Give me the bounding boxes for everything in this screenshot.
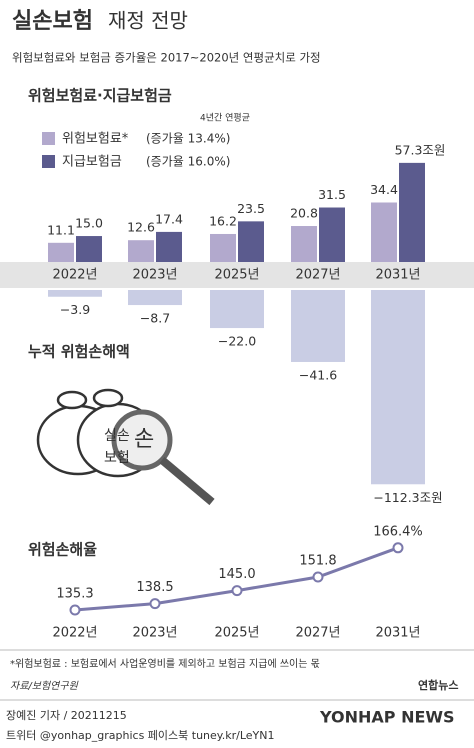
x-tick-label: 2022년 xyxy=(52,626,97,641)
value-label: 34.4 xyxy=(370,182,398,197)
section-title: 위험보험료·지급보험금 xyxy=(28,87,172,105)
money-bags: 실손 보험 손 xyxy=(36,388,215,506)
x-tick-label: 2022년 xyxy=(52,268,97,283)
point xyxy=(392,542,404,554)
bar xyxy=(371,202,397,262)
value-label: −41.6 xyxy=(299,367,337,382)
loss-bar xyxy=(128,290,182,306)
legend-label: 지급보험금 xyxy=(62,155,122,170)
point xyxy=(231,585,243,597)
value-label: 17.4 xyxy=(155,211,183,226)
footnote: *위험보험료 : 보험료에서 사업운영비를 제외하고 보험금 지급에 쓰이는 몫 xyxy=(10,657,320,670)
point xyxy=(312,571,324,583)
legend-swatch xyxy=(42,132,55,145)
bar xyxy=(156,231,182,262)
x-tick-label: 2027년 xyxy=(295,626,340,641)
x-tick-label: 2023년 xyxy=(132,268,177,283)
social: 트위터 @yonhap_graphics 페이스북 tuney.kr/LeYN1 xyxy=(6,729,274,742)
bar xyxy=(291,226,317,262)
bar xyxy=(48,242,74,262)
bar xyxy=(210,233,236,262)
x-tick-label: 2025년 xyxy=(214,626,259,641)
value-label: 15.0 xyxy=(75,216,103,231)
x-tick-label: 2031년 xyxy=(375,268,420,283)
legend-note: (증가율 16.0%) xyxy=(146,155,230,169)
x-tick-label: 2027년 xyxy=(295,268,340,283)
value-label: 12.6 xyxy=(127,220,155,235)
legend-swatch xyxy=(42,155,55,168)
value-label: 138.5 xyxy=(136,580,173,595)
legend-label: 위험보험료* xyxy=(62,132,129,147)
section-title: 누적 위험손해액 xyxy=(28,343,130,361)
legend-note: (증가율 13.4%) xyxy=(146,132,230,146)
section-title: 위험손해율 xyxy=(28,541,97,559)
x-tick-label: 2031년 xyxy=(375,626,420,641)
point xyxy=(149,598,161,610)
x-tick-label: 2023년 xyxy=(132,626,177,641)
bag-label: 실손 xyxy=(104,428,130,444)
bar xyxy=(128,240,154,262)
title: 실손보험 xyxy=(12,8,93,34)
value-label: −3.9 xyxy=(60,302,90,317)
value-label: 135.3 xyxy=(56,587,93,602)
value-label: 16.2 xyxy=(209,213,237,228)
value-label: −22.0 xyxy=(218,334,256,349)
bag-label: 보험 xyxy=(104,450,130,466)
loss-bar xyxy=(291,290,345,362)
value-label: 11.1 xyxy=(47,222,75,237)
source: 자료/보험연구원 xyxy=(10,680,79,692)
value-label: −112.3조원 xyxy=(373,490,442,505)
bar xyxy=(319,207,345,262)
point xyxy=(69,604,81,616)
bar xyxy=(399,162,425,262)
loss-bar xyxy=(210,290,264,329)
value-label: −8.7 xyxy=(140,311,170,326)
value-label: 166.4% xyxy=(373,524,423,539)
bar xyxy=(238,221,264,262)
axis-band xyxy=(0,262,474,288)
value-label: 57.3조원 xyxy=(395,142,446,157)
value-label: 23.5 xyxy=(237,201,265,216)
value-label: 20.8 xyxy=(290,206,318,221)
bag-label: 손 xyxy=(134,427,154,452)
note: 4년간 연평균 xyxy=(200,113,250,124)
x-tick-label: 2025년 xyxy=(214,268,259,283)
loss-bar xyxy=(371,290,425,485)
value-label: 31.5 xyxy=(318,187,346,202)
byline: 장예진 기자 / 20211215 xyxy=(6,709,127,722)
value-label: 145.0 xyxy=(218,567,255,582)
bar xyxy=(76,236,102,262)
value-label: 151.8 xyxy=(299,554,336,569)
watermark: YONHAP NEWS xyxy=(319,708,455,727)
logo: 연합뉴스 xyxy=(418,678,458,692)
loss-bar xyxy=(48,290,102,297)
title: 재정 전망 xyxy=(108,9,188,33)
subtitle: 위험보험료와 보험금 증가율은 2017~2020년 연평균치로 가정 xyxy=(12,51,321,65)
